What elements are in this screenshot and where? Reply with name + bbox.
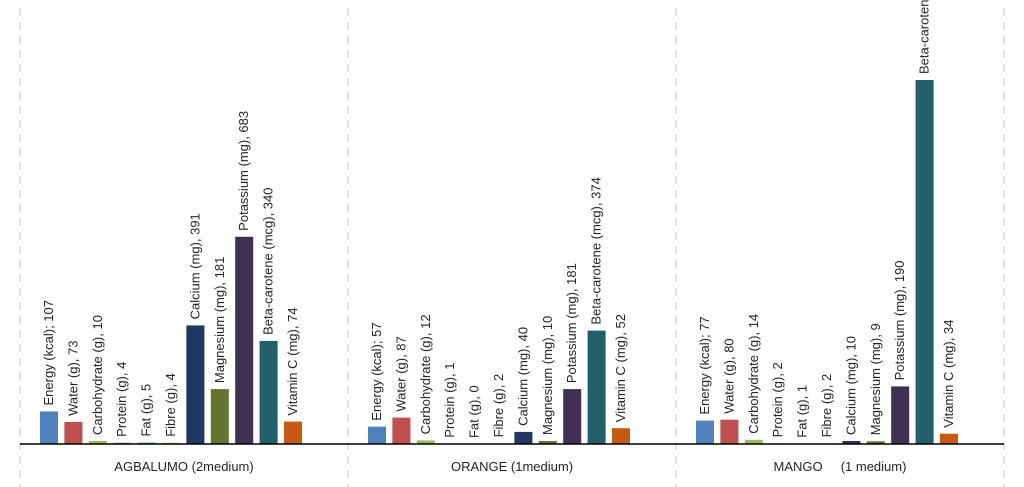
bar: [842, 441, 861, 444]
data-label: Energy (kcal); 57: [369, 322, 384, 420]
data-label: Protein (g), 1: [442, 363, 457, 438]
bar: [416, 440, 435, 444]
data-label: Energy (kcal); 107: [41, 300, 56, 406]
data-label: Potassium (mg), 181: [564, 263, 579, 383]
bar: [259, 340, 278, 444]
bar: [563, 389, 582, 444]
bar: [64, 421, 83, 444]
category-label: AGBALUMO (2medium): [114, 459, 253, 474]
bar: [514, 431, 533, 444]
data-label: Potassium (mg), 190: [892, 260, 907, 380]
data-label: Magnesium (mg), 181: [212, 257, 227, 383]
data-label: Water (g), 87: [393, 336, 408, 411]
data-label: Energy (kcal); 77: [697, 316, 712, 414]
data-label: Calcium (mg), 10: [843, 336, 858, 435]
data-label: Carbohydrate (g), 10: [90, 315, 105, 435]
data-label: Protein (g), 4: [114, 362, 129, 437]
bar: [940, 433, 958, 444]
data-label: Carbohydrate (g), 14: [746, 314, 761, 434]
bar: [186, 325, 205, 444]
bar: [696, 420, 714, 444]
bar: [612, 428, 630, 444]
data-label: Beta-carotene (mcg), 340: [261, 187, 276, 334]
bar: [235, 236, 254, 444]
data-label: Vitamin C (mg), 34: [941, 320, 956, 428]
data-label: Fibre (g), 2: [819, 374, 834, 438]
bar: [538, 441, 557, 444]
category-label: ORANGE (1medium): [451, 459, 573, 474]
data-label: Fat (g), 1: [795, 385, 810, 438]
bar: [392, 417, 411, 444]
bar: [88, 441, 107, 444]
category-label: MANGO (1 medium): [774, 459, 907, 474]
data-label: Magnesium (mg), 9: [868, 323, 883, 435]
bar: [915, 80, 934, 444]
bar: [720, 419, 739, 444]
data-label: Vitamin C (mg), 52: [613, 314, 628, 422]
data-label: Calcium (mg), 40: [515, 327, 530, 426]
bar: [866, 441, 885, 444]
bar: [891, 386, 910, 444]
data-label: Fibre (g), 2: [491, 374, 506, 438]
data-label: Fibre (g), 4: [163, 373, 178, 437]
bar: [744, 439, 763, 444]
bars-layer: [40, 80, 958, 444]
data-label: Fat (g), 5: [139, 384, 154, 437]
bar: [587, 330, 606, 444]
data-label: Vitamin C (mg), 74: [285, 307, 300, 415]
data-label: Magnesium (mg), 10: [540, 316, 555, 435]
group-dividers: [19, 8, 1005, 487]
data-label: Water (g), 73: [65, 341, 80, 416]
data-label: Protein (g), 2: [770, 362, 785, 437]
data-label: Fat (g), 0: [467, 385, 482, 438]
data-label: Beta-carotene (mcg), 1,200: [917, 0, 932, 74]
bar: [40, 411, 58, 444]
bar: [284, 421, 302, 444]
data-label: Potassium (mg), 683: [236, 111, 251, 231]
data-label: Beta-carotene (mcg), 374: [589, 177, 604, 324]
category-labels-layer: AGBALUMO (2medium) ORANGE (1medium) MANGO …: [114, 459, 906, 474]
bar: [210, 389, 229, 444]
data-label: Calcium (mg), 391: [187, 213, 202, 319]
data-label: Water (g), 80: [721, 338, 736, 413]
bar: [368, 426, 386, 444]
data-label: Carbohydrate (g), 12: [418, 314, 433, 434]
data-labels-layer: Energy (kcal); 107 Water (g), 73 Carbohydr…: [41, 0, 956, 438]
